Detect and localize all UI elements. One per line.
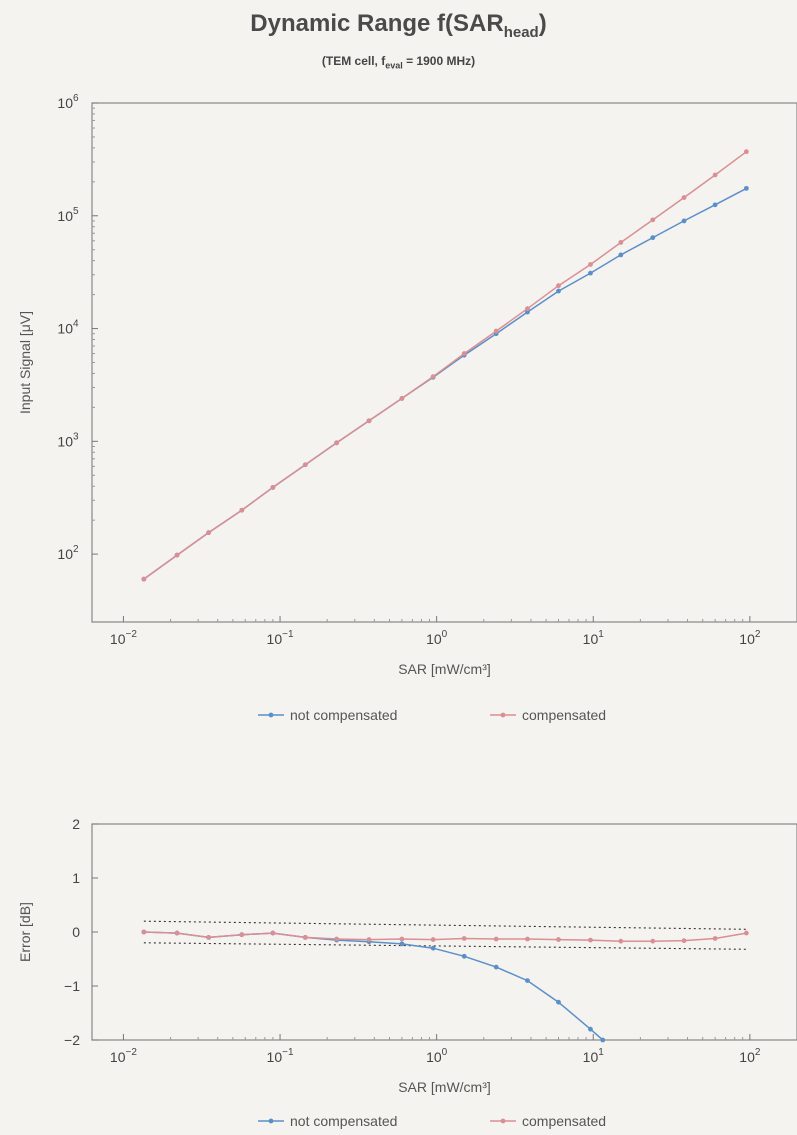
not-compensated-point (525, 978, 530, 983)
not-compensated-point (461, 953, 467, 959)
y-axis-label: Error [dB] (17, 902, 33, 962)
not-compensated-point (712, 202, 718, 208)
x-tick-label: 102 (739, 629, 761, 647)
compensated-point (302, 935, 308, 940)
compensated-point (681, 938, 687, 944)
chart-title: Dynamic Range f(SARhead) (250, 10, 547, 41)
legend-label-compensated: compensated (522, 707, 606, 723)
x-axis-label: SAR [mW/cm³] (398, 661, 491, 677)
compensated-point (712, 936, 718, 941)
y-tick-label: 0 (72, 924, 80, 940)
y-tick-label: 103 (57, 431, 79, 449)
compensated-point (174, 930, 180, 936)
compensated-point (206, 530, 212, 536)
y-tick-label: −2 (64, 1032, 80, 1048)
compensated-point (206, 935, 212, 940)
legend-marker-not-compensated (268, 712, 274, 718)
not-compensated-point (556, 288, 561, 294)
compensated-point (525, 936, 530, 942)
x-tick-label: 100 (426, 1047, 448, 1065)
compensated-point (141, 576, 147, 582)
not-compensated-point (681, 218, 687, 224)
legend-marker-compensated (500, 712, 506, 718)
not-compensated-point (600, 1037, 606, 1043)
compensated-line (143, 931, 747, 942)
not-compensated-point (399, 941, 405, 947)
compensated-point (461, 351, 467, 356)
compensated-point (461, 936, 467, 941)
compensated-point (588, 937, 593, 943)
x-tick-label: 101 (583, 629, 605, 647)
compensated-point (681, 195, 687, 200)
plot-frame (91, 823, 797, 1041)
y-tick-label: 105 (57, 206, 79, 224)
legend-label-not-compensated: not compensated (290, 707, 397, 723)
compensated-point (493, 328, 499, 334)
compensated-point (712, 172, 718, 178)
not-compensated-point (588, 270, 593, 276)
compensated-point (174, 552, 180, 558)
compensated-point (334, 936, 340, 942)
chart-subtitle: (TEM cell, feval = 1900 MHz) (321, 54, 476, 71)
compensated-point (399, 936, 405, 942)
compensated-point (334, 440, 340, 446)
compensated-point (650, 938, 656, 944)
compensated-point (270, 930, 276, 936)
x-tick-label: 102 (739, 1047, 761, 1065)
x-axis-label: SAR [mW/cm³] (398, 1079, 491, 1095)
compensated-point (239, 932, 245, 938)
not-compensated-point (650, 235, 656, 241)
x-tick-label: 10−1 (267, 629, 294, 647)
compensated-point (493, 936, 499, 942)
compensated-point (141, 929, 147, 935)
compensated-point (743, 149, 749, 155)
compensated-point (650, 217, 656, 223)
y-axis-label: Input Signal [μV] (17, 311, 33, 414)
legend-marker-compensated (500, 1118, 506, 1124)
input-signal-chart: 10−2 10−1 100 101 102 102 103 104 105 106 SAR [mW/… (17, 93, 797, 723)
compensated-point (302, 462, 308, 468)
not-compensated-line (143, 931, 604, 1041)
compensated-point (366, 937, 372, 942)
not-compensated-point (525, 309, 530, 315)
x-tick-label: 10−1 (267, 1047, 294, 1065)
compensated-point (239, 507, 245, 513)
x-tick-label: 101 (583, 1047, 605, 1065)
legend-label-compensated: compensated (522, 1113, 606, 1129)
legend-marker-not-compensated (268, 1118, 274, 1124)
compensated-point (430, 937, 436, 942)
compensated-point (270, 485, 276, 490)
not-compensated-point (556, 999, 561, 1005)
compensated-point (618, 938, 624, 944)
not-compensated-point (430, 945, 436, 951)
y-tick-label: 102 (57, 544, 79, 562)
limit-line (143, 920, 747, 930)
x-tick-label: 10−2 (110, 629, 137, 647)
x-tick-label: 10−2 (110, 1047, 137, 1065)
y-tick-label: −1 (64, 978, 80, 994)
y-tick-label: 1 (72, 870, 80, 886)
legend-label-not-compensated: not compensated (290, 1113, 397, 1129)
not-compensated-point (493, 964, 499, 970)
compensated-point (556, 937, 561, 942)
compensated-point (399, 396, 405, 401)
y-tick-label: 104 (57, 319, 79, 337)
compensated-point (556, 283, 561, 289)
compensated-point (743, 930, 749, 936)
limit-line (143, 942, 747, 950)
not-compensated-point (618, 252, 624, 258)
compensated-point (525, 306, 530, 312)
x-tick-label: 100 (426, 629, 448, 647)
compensated-line (143, 151, 747, 580)
compensated-point (366, 418, 372, 424)
compensated-point (430, 374, 436, 379)
not-compensated-point (743, 185, 749, 191)
compensated-point (618, 240, 624, 245)
y-tick-label: 2 (72, 816, 80, 832)
y-tick-label: 106 (57, 93, 79, 111)
compensated-point (588, 262, 593, 267)
not-compensated-point (588, 1026, 593, 1032)
